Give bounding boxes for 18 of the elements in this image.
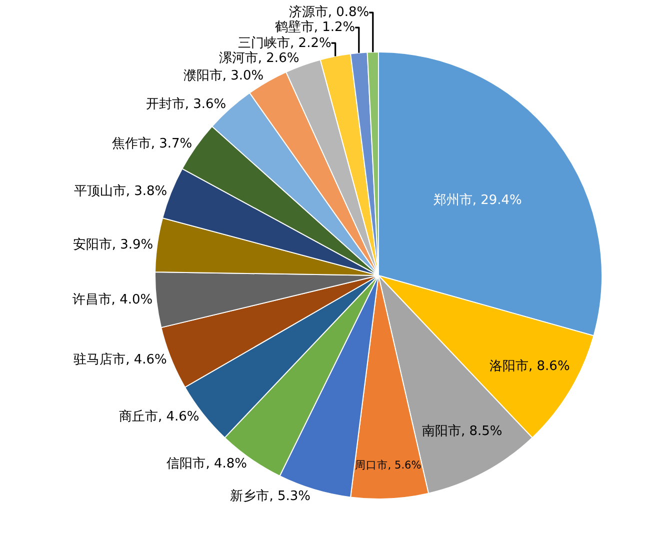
slice-label: 焦作市, 3.7% (112, 136, 192, 152)
slice-label: 周口市, 5.6% (354, 458, 422, 472)
slice-label: 郑州市, 29.4% (433, 192, 522, 208)
slice-label: 驻马店市, 4.6% (74, 351, 167, 368)
slice-label: 三门峡市, 2.2% (238, 35, 332, 52)
slice-label: 安阳市, 3.9% (72, 236, 154, 253)
slice-label: 许昌市, 4.0% (72, 292, 153, 308)
slice-label: 信阳市, 4.8% (166, 456, 248, 472)
slice-label: 平顶山市, 3.8% (74, 184, 168, 200)
slice-label: 漯河市, 2.6% (218, 51, 300, 66)
slice-label: 洛阳市, 8.6% (490, 359, 570, 374)
slice-label: 开封市, 3.6% (146, 96, 226, 112)
slice-label: 新乡市, 5.3% (230, 488, 310, 504)
slice-label: 鹤壁市, 1.2% (274, 20, 356, 36)
slice-label: 南阳市, 8.5% (422, 424, 502, 439)
slice-label: 济源市, 0.8% (288, 5, 370, 20)
slice-label: 濮阳市, 3.0% (183, 68, 264, 84)
slice-label: 商丘市, 4.6% (118, 409, 200, 424)
